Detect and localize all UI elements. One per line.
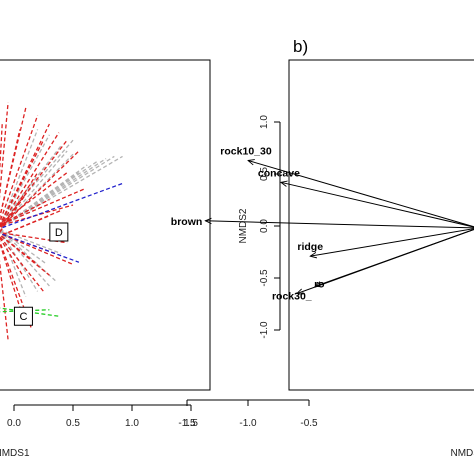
dashed-segment xyxy=(0,188,86,226)
dashed-segment xyxy=(0,209,62,237)
vector-label: rock10_30 xyxy=(220,145,272,157)
panel-b-y-tick-label: -1.0 xyxy=(259,321,270,339)
dashed-segment xyxy=(0,236,27,281)
dashed-segment xyxy=(1,164,88,228)
group-label-text: C xyxy=(19,311,27,323)
panel-b-x-tick-label: -1.0 xyxy=(239,418,257,429)
panel-a-x-tick-label: 0.0 xyxy=(7,418,21,429)
vector-label: concave xyxy=(258,167,300,179)
panel-b-x-axis-label: NMDS1 xyxy=(450,448,474,459)
panel-b-y-tick-label: -0.5 xyxy=(259,269,270,287)
dashed-segment xyxy=(1,134,50,222)
panel-b-y-axis: 1.0 0.5 0.0 -0.5 -1.0 xyxy=(259,115,281,339)
dashed-segment xyxy=(0,232,74,265)
vector-arrow xyxy=(248,160,474,228)
dashed-segment xyxy=(0,229,48,265)
dashed-segment xyxy=(0,199,50,226)
dashed-segment xyxy=(0,129,21,219)
vector-arrow xyxy=(281,182,474,228)
dashed-segment xyxy=(1,139,74,222)
dashed-segment xyxy=(0,259,9,341)
dashed-segment xyxy=(1,129,39,222)
panel-b-x-tick-label: -1.5 xyxy=(178,418,196,429)
panel-a-x-tick-label: 1.5 xyxy=(184,418,198,429)
panel-b-y-axis-label: NMDS2 xyxy=(238,208,249,243)
panel-a-x-tick-label: 0.5 xyxy=(66,418,80,429)
panel-b-y-tick-label: 1.0 xyxy=(259,115,270,129)
vector-arrow xyxy=(310,228,474,256)
vector-arrow xyxy=(205,221,474,229)
panel-b-y-tick-label: 0.0 xyxy=(259,219,270,233)
dashed-segment xyxy=(0,193,27,234)
dashed-segment xyxy=(0,232,80,263)
dashed-segment xyxy=(1,155,115,228)
panel-b-frame xyxy=(288,59,474,391)
group-label-box xyxy=(49,222,69,242)
vector-label: rock30_ xyxy=(272,291,312,303)
dashed-segment xyxy=(1,145,62,222)
dashed-segment xyxy=(0,182,123,230)
panel-a-x-axis: 0.0 0.5 1.0 1.5 xyxy=(7,404,198,429)
dashed-segment xyxy=(0,172,68,225)
dashed-segment xyxy=(0,132,60,228)
panel-b-x-tick-label: -0.5 xyxy=(300,418,318,429)
panel-b-x-axis: -1.5 -1.0 -0.5 xyxy=(178,399,318,429)
panel-a-group-labels: DC xyxy=(13,222,69,326)
panel-a-frame xyxy=(0,59,211,391)
dashed-segment xyxy=(0,115,39,224)
group-label-box xyxy=(13,306,33,326)
vector-label: ro xyxy=(314,278,325,290)
group-label-text: D xyxy=(55,227,63,239)
dashed-segment xyxy=(0,307,59,317)
panel-a-x-axis-label: NMDS1 xyxy=(0,448,30,459)
panel-a-x-tick-label: 1.0 xyxy=(125,418,139,429)
vector-arrow xyxy=(315,228,474,286)
vector-label: brown xyxy=(171,216,203,228)
dashed-segment xyxy=(0,229,62,255)
dashed-segment xyxy=(0,139,45,227)
dashed-segment xyxy=(1,153,74,228)
dashed-segment xyxy=(0,234,50,276)
panel-a-lines xyxy=(0,102,123,341)
panel-b-y-tick-label: 0.5 xyxy=(259,167,270,181)
dashed-segment xyxy=(0,102,9,199)
dashed-segment xyxy=(0,229,27,298)
dashed-segment xyxy=(0,229,50,287)
panel-b-letter: b) xyxy=(293,37,308,56)
vector-label: ridge xyxy=(297,241,323,253)
